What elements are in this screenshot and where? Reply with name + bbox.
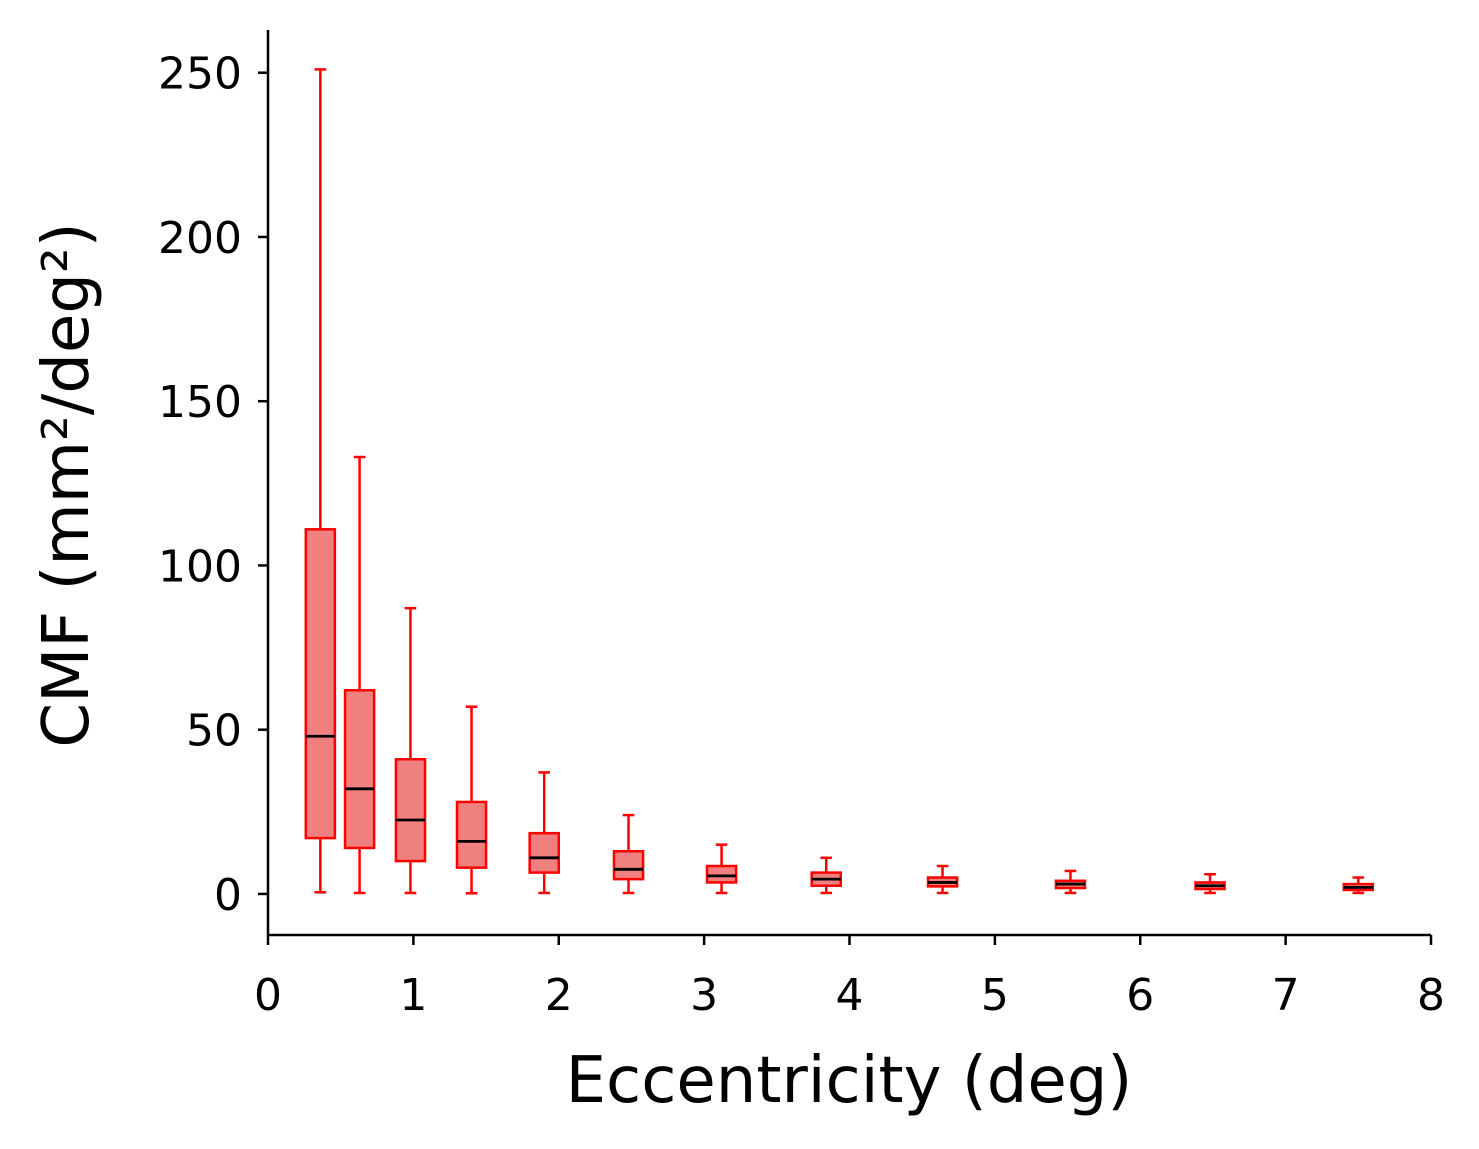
box-body: [455, 800, 488, 869]
box-body: [705, 864, 738, 884]
y-tick-label: 50: [186, 706, 242, 757]
y-tick-label: 150: [158, 377, 242, 428]
x-tick-label: 5: [981, 970, 1009, 1021]
y-ticks: 0 50 100 150 200 250: [158, 49, 268, 921]
x-tick-label: 6: [1126, 970, 1154, 1021]
box-9: [926, 864, 959, 895]
y-axis-title: CMF (mm²/deg²): [30, 222, 104, 747]
box-6: [612, 813, 645, 895]
box-body: [304, 528, 337, 840]
box-11: [1194, 872, 1226, 895]
box-body: [612, 849, 645, 881]
box-body: [343, 689, 376, 850]
x-tick-label: 4: [836, 970, 864, 1021]
box-4: [455, 705, 488, 895]
x-tick-label: 1: [399, 970, 427, 1021]
x-tick-label: 0: [254, 970, 282, 1021]
box-body: [394, 758, 427, 863]
x-tick-label: 8: [1417, 970, 1445, 1021]
box-3: [394, 606, 427, 895]
x-tick-label: 3: [690, 970, 718, 1021]
axes: 0 1 2 3 4 5 6 7 8 0 50 100 150 200 250: [158, 30, 1445, 1021]
y-tick-label: 100: [158, 541, 242, 592]
x-ticks: 0 1 2 3 4 5 6 7 8: [254, 935, 1445, 1021]
box-1: [304, 68, 337, 894]
box-8: [810, 856, 843, 895]
y-tick-label: 0: [214, 870, 242, 921]
box-5: [528, 771, 560, 895]
box-2: [343, 455, 376, 895]
x-tick-label: 7: [1272, 970, 1300, 1021]
boxes: [304, 68, 1375, 895]
x-tick-label: 2: [545, 970, 573, 1021]
x-axis-title: Eccentricity (deg): [566, 1044, 1133, 1118]
y-tick-label: 250: [158, 49, 242, 100]
box-12: [1342, 876, 1375, 895]
y-tick-label: 200: [158, 213, 242, 264]
box-10: [1054, 869, 1087, 895]
box-7: [705, 843, 738, 895]
box-body: [528, 831, 560, 874]
